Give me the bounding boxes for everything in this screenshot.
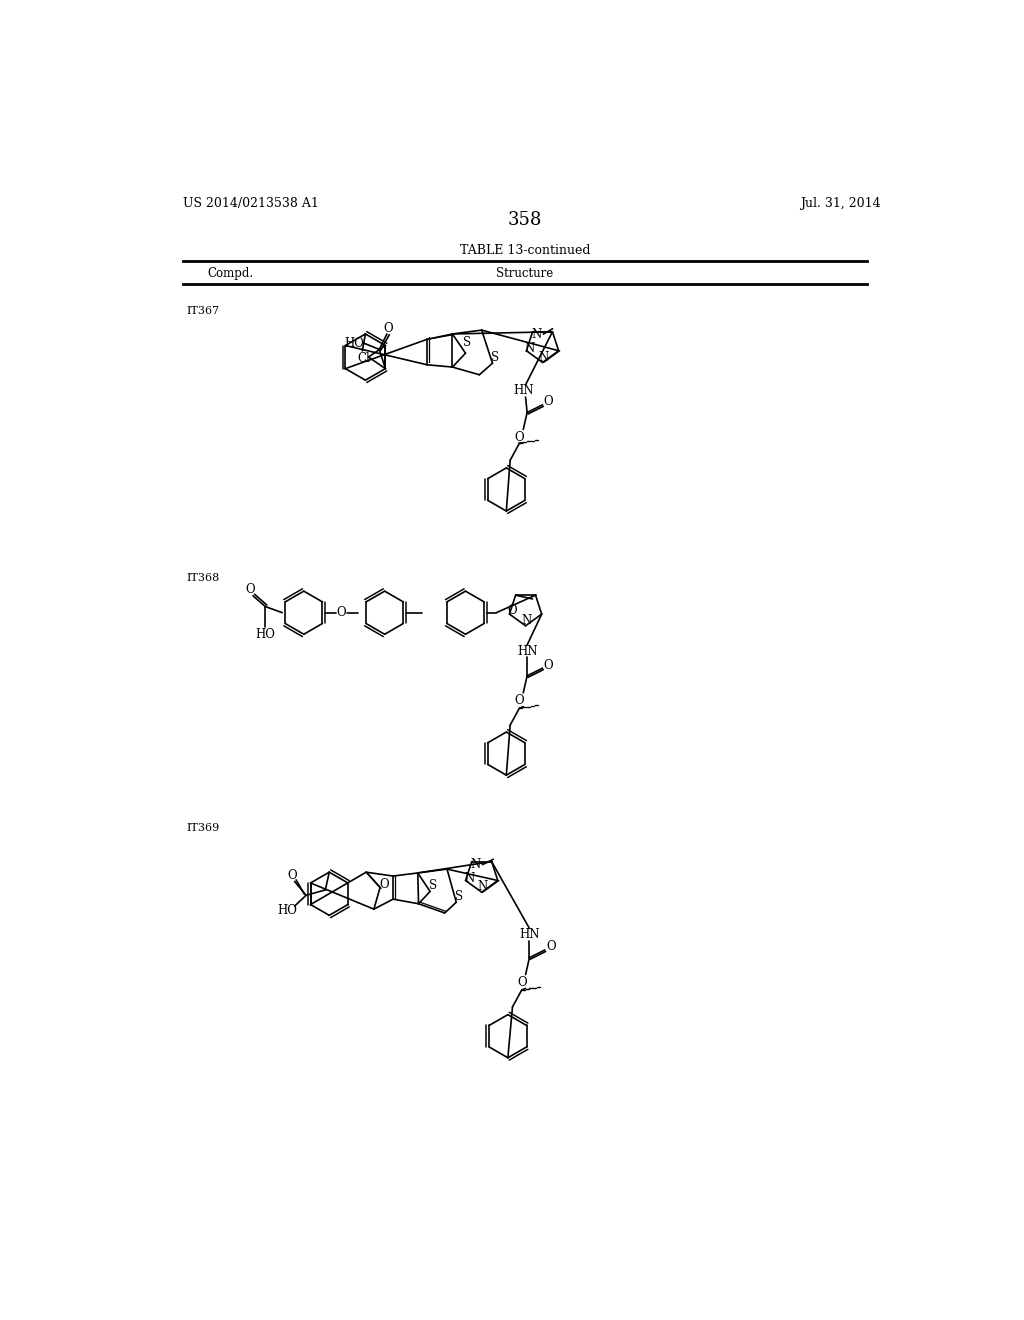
Text: N: N: [539, 351, 549, 364]
Text: US 2014/0213538 A1: US 2014/0213538 A1: [183, 197, 318, 210]
Text: O: O: [546, 940, 556, 953]
Text: S: S: [490, 351, 499, 363]
Text: O: O: [544, 395, 554, 408]
Text: N: N: [531, 327, 542, 341]
Text: HO: HO: [345, 337, 365, 350]
Text: Structure: Structure: [497, 268, 553, 280]
Text: O: O: [380, 878, 389, 891]
Text: Jul. 31, 2014: Jul. 31, 2014: [801, 197, 881, 210]
Text: HN: HN: [513, 384, 534, 397]
Text: O: O: [384, 322, 393, 335]
Text: 358: 358: [508, 211, 542, 228]
Text: HO: HO: [278, 904, 298, 917]
Text: O: O: [515, 694, 524, 708]
Text: S: S: [456, 890, 464, 903]
Text: O: O: [517, 975, 526, 989]
Text: N: N: [464, 871, 474, 884]
Text: O: O: [515, 430, 524, 444]
Text: N: N: [521, 614, 531, 627]
Text: O: O: [245, 583, 255, 597]
Text: N: N: [470, 858, 480, 871]
Text: Compd.: Compd.: [208, 268, 254, 280]
Text: IT368: IT368: [186, 573, 219, 583]
Text: N: N: [524, 342, 535, 355]
Text: IT367: IT367: [186, 306, 219, 315]
Text: TABLE 13-continued: TABLE 13-continued: [460, 244, 590, 257]
Text: O: O: [288, 869, 297, 882]
Text: HN: HN: [519, 928, 540, 941]
Text: S: S: [429, 879, 437, 892]
Text: N: N: [477, 880, 487, 894]
Text: O: O: [336, 606, 345, 619]
Text: O: O: [544, 659, 554, 672]
Text: Cl: Cl: [357, 352, 371, 366]
Text: O: O: [508, 603, 517, 616]
Text: S: S: [463, 335, 471, 348]
Text: HO: HO: [255, 628, 275, 640]
Text: HN: HN: [517, 644, 538, 657]
Text: IT369: IT369: [186, 824, 219, 833]
